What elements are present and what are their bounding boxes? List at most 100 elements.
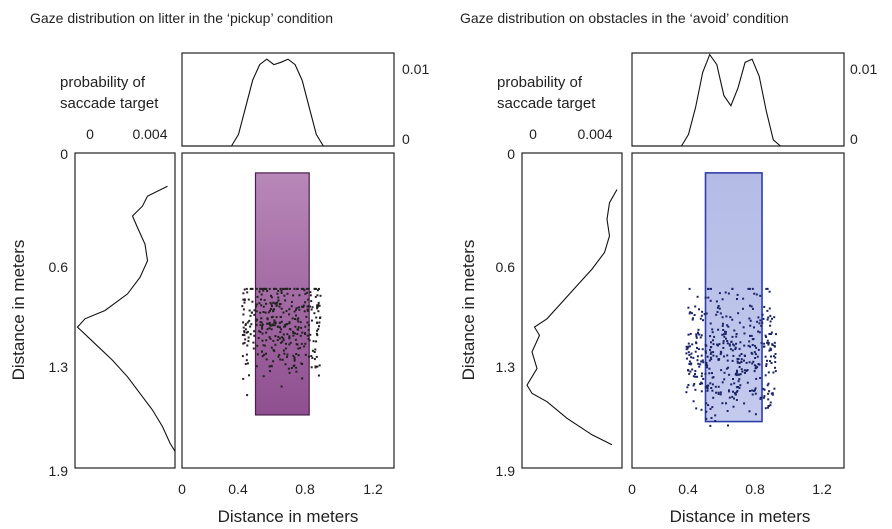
scatter-point — [749, 334, 751, 337]
scatter-point — [295, 308, 297, 311]
top-marginal-curve — [632, 53, 844, 147]
scatter-point — [244, 328, 247, 331]
scatter-point — [753, 344, 756, 347]
scatter-point — [734, 346, 737, 349]
scatter-point — [242, 326, 245, 329]
scatter-point — [775, 333, 777, 336]
scatter-point — [261, 323, 264, 326]
scatter-point — [709, 382, 712, 385]
scatter-points — [241, 287, 322, 397]
scatter-point — [725, 367, 728, 370]
scatter-point — [749, 304, 751, 307]
scatter-point — [726, 410, 729, 412]
scatter-point — [297, 306, 300, 309]
scatter-point — [281, 287, 284, 290]
scatter-point — [709, 356, 712, 359]
scatter-point — [291, 317, 294, 320]
scatter-point — [711, 389, 714, 392]
scatter-point — [306, 334, 309, 337]
scatter-point — [687, 384, 690, 386]
scatter-point — [702, 378, 705, 380]
scatter-point — [696, 359, 699, 362]
scatter-point — [295, 307, 298, 310]
scatter-point — [293, 358, 296, 361]
scatter-point — [273, 319, 276, 322]
scatter-point — [736, 369, 738, 372]
scatter-point — [315, 332, 318, 335]
scatter-point — [262, 311, 265, 313]
scatter-point — [313, 351, 316, 353]
scatter-point — [754, 392, 757, 395]
scatter-point — [306, 305, 309, 308]
scatter-point — [768, 333, 771, 335]
scatter-point — [766, 359, 768, 362]
scatter-point — [699, 336, 702, 339]
scatter-point — [700, 375, 703, 378]
top-marginal-tick-label: 0 — [402, 131, 410, 147]
scatter-point — [692, 375, 695, 378]
scatter-point — [317, 374, 320, 377]
scatter-point — [259, 331, 262, 333]
scatter-point — [726, 324, 729, 327]
scatter-point — [710, 341, 712, 344]
scatter-point — [307, 324, 310, 327]
scatter-point — [262, 305, 265, 308]
scatter-point — [245, 359, 248, 362]
scatter-point — [716, 344, 719, 347]
scatter-point — [288, 371, 291, 374]
scatter-point — [290, 367, 293, 370]
main-plot: 0 0.4 0.8 1.2 Distance in meters — [178, 152, 395, 526]
scatter-point — [318, 364, 321, 367]
scatter-point — [261, 355, 264, 358]
scatter-point — [712, 339, 714, 342]
scatter-point — [704, 344, 707, 347]
left-marginal: 0 0.004 0 0.6 1.3 1.9 Distance in meters — [9, 126, 176, 479]
scatter-point — [739, 373, 742, 376]
scatter-point — [292, 330, 295, 333]
scatter-point — [774, 353, 777, 355]
scatter-point — [256, 344, 259, 347]
scatter-point — [762, 317, 765, 320]
x-tick-label: 0.4 — [678, 481, 698, 497]
scatter-point — [314, 295, 317, 298]
scatter-point — [755, 377, 758, 380]
scatter-point — [691, 318, 694, 321]
scatter-point — [316, 365, 319, 368]
scatter-point — [733, 344, 736, 347]
scatter-point — [736, 357, 739, 360]
scatter-point — [696, 355, 699, 358]
scatter-point — [774, 370, 777, 373]
left-marginal-curve — [526, 189, 618, 446]
scatter-point — [759, 397, 762, 400]
scatter-point — [294, 318, 296, 320]
scatter-point — [692, 317, 694, 320]
scatter-point — [705, 385, 708, 388]
scatter-point — [298, 308, 301, 311]
scatter-point — [266, 322, 269, 325]
scatter-point — [685, 352, 688, 355]
scatter-point — [769, 360, 771, 363]
scatter-point — [286, 292, 289, 295]
scatter-point — [263, 353, 266, 356]
scatter-point — [690, 352, 693, 355]
scatter-point — [302, 306, 305, 308]
scatter-point — [766, 318, 769, 321]
scatter-point — [767, 398, 770, 401]
scatter-point — [249, 333, 252, 336]
scatter-point — [243, 331, 246, 334]
scatter-point — [768, 349, 771, 352]
scatter-point — [278, 305, 281, 308]
scatter-point — [747, 287, 750, 290]
scatter-point — [318, 321, 321, 324]
scatter-point — [283, 294, 286, 297]
scatter-point — [762, 387, 765, 390]
scatter-point — [252, 341, 255, 344]
scatter-point — [279, 358, 282, 361]
scatter-point — [282, 311, 285, 314]
scatter-point — [732, 405, 735, 408]
scatter-point — [270, 365, 273, 368]
y-tick-label: 1.9 — [496, 463, 516, 479]
scatter-point — [242, 313, 245, 316]
scatter-point — [242, 298, 245, 301]
scatter-point — [757, 363, 760, 365]
